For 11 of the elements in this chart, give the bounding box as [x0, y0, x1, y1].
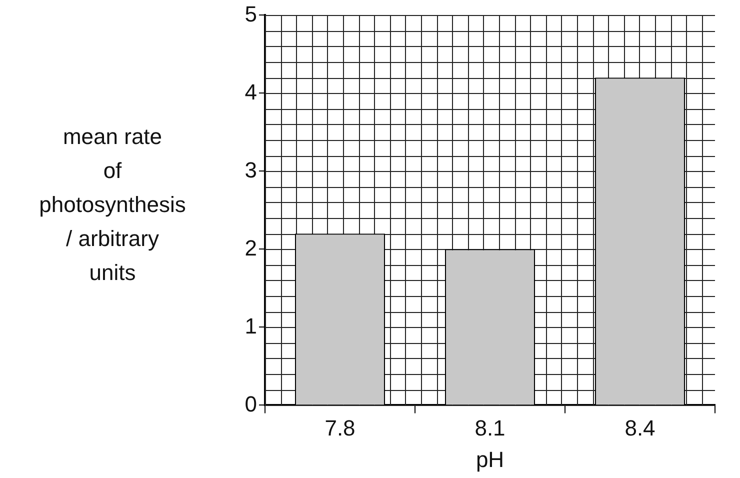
y-tick-label: 1	[244, 313, 257, 338]
y-tick-label: 4	[244, 79, 257, 104]
y-axis-title: mean rate of photosynthesis / arbitrary units	[38, 123, 187, 287]
x-tick-label: 7.8	[324, 415, 356, 440]
y-tick-label: 3	[244, 157, 257, 182]
y-tick-label: 5	[244, 1, 257, 26]
y-tick-label: 2	[244, 235, 257, 260]
y-tick-label: 0	[244, 391, 257, 416]
x-tick-label: 8.4	[624, 415, 656, 440]
x-tick-label: 8.1	[474, 415, 506, 440]
x-axis-title: pH	[476, 446, 504, 472]
